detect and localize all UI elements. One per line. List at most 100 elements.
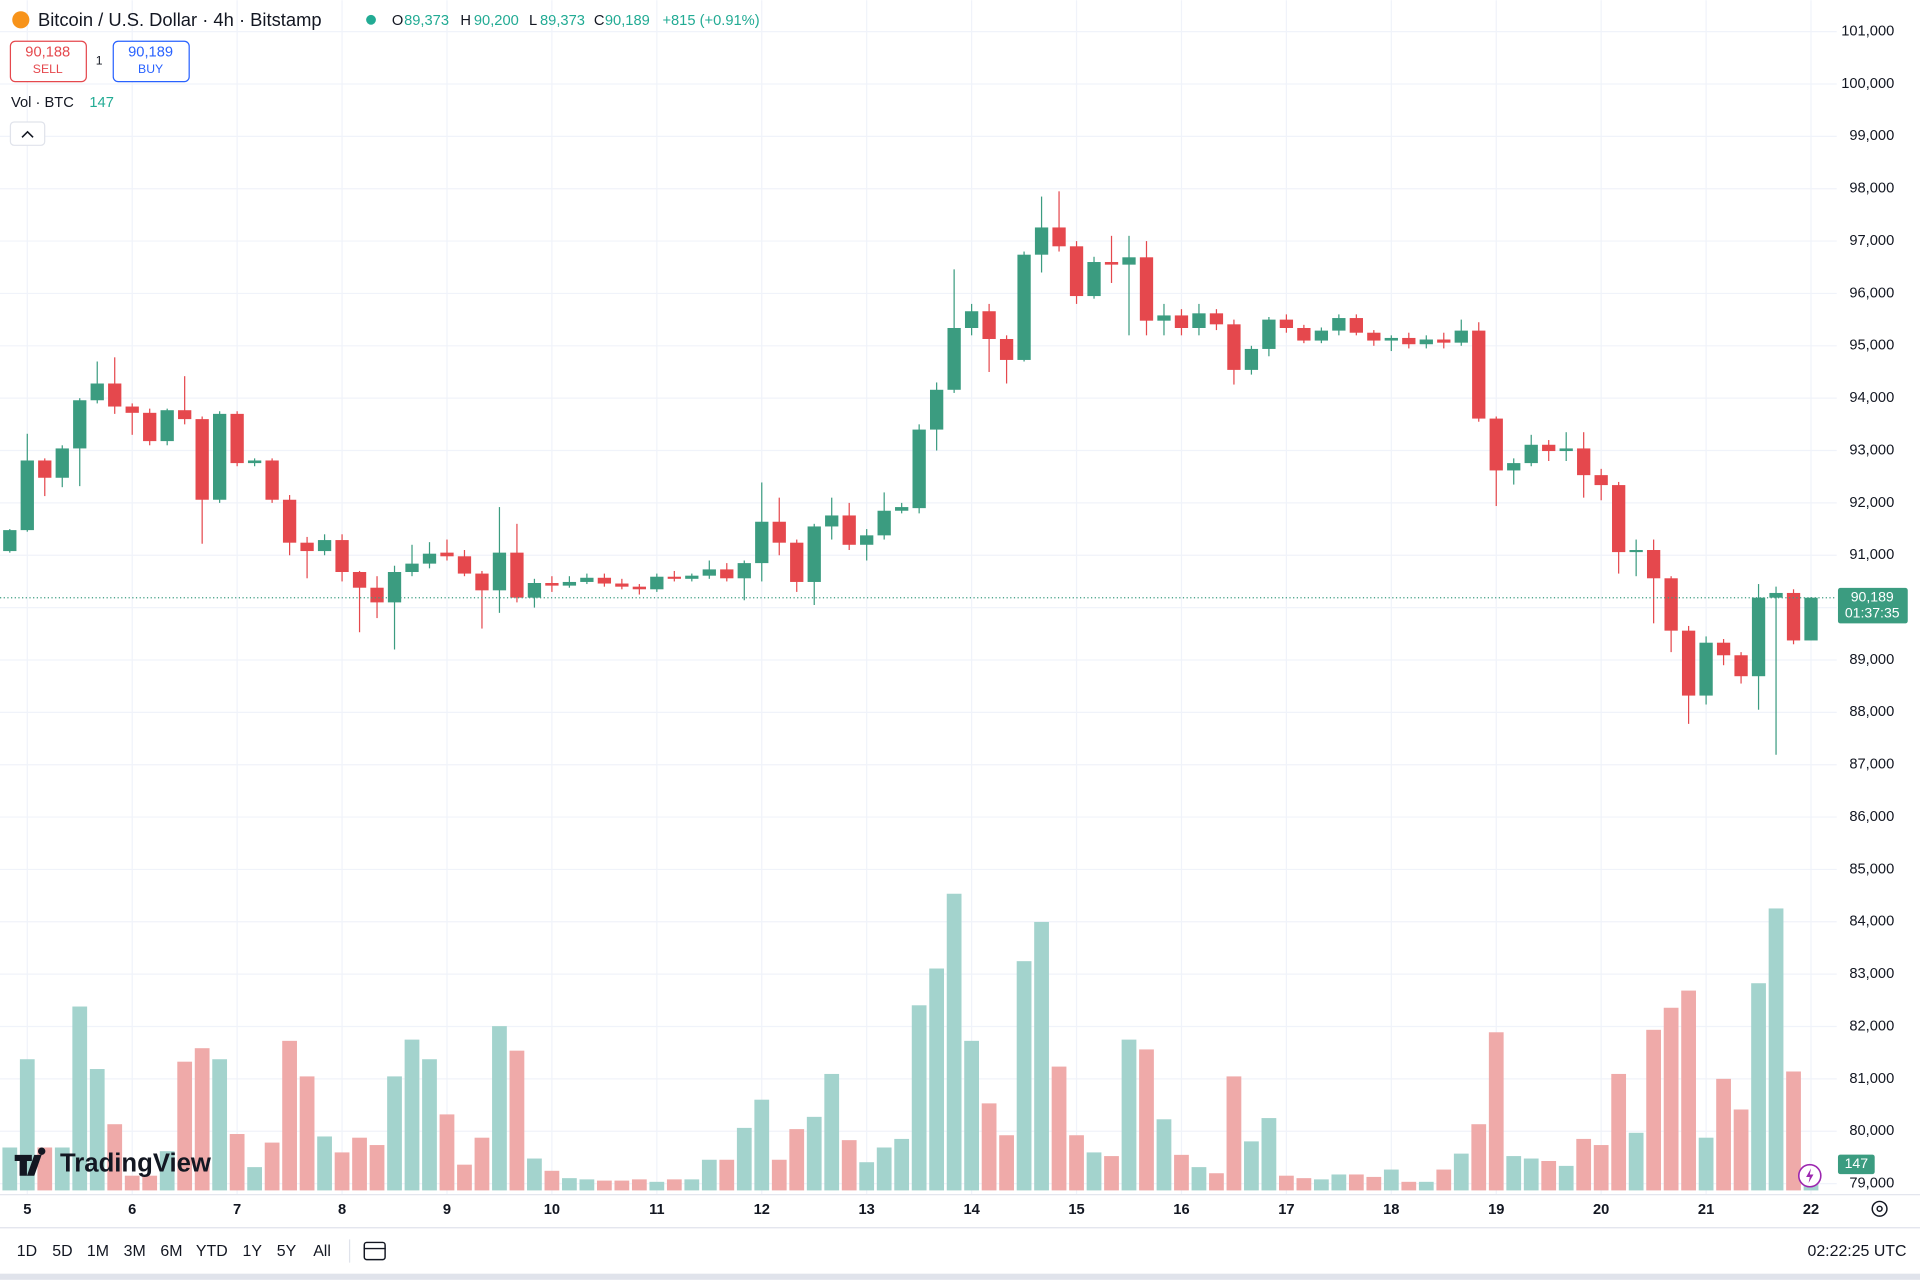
volume-bar	[981, 1103, 997, 1191]
assistant-icon[interactable]	[1797, 1163, 1822, 1188]
volume-bar	[1436, 1169, 1452, 1191]
range-button[interactable]: 6M	[160, 1243, 182, 1260]
range-button[interactable]: 1D	[17, 1243, 37, 1260]
y-tick-label: 84,000	[1849, 914, 1894, 930]
volume-pane	[2, 893, 1819, 1191]
candle-body	[1577, 448, 1591, 476]
candle-body	[422, 553, 437, 564]
y-tick-label: 79,000	[1849, 1175, 1894, 1191]
y-tick-label: 91,000	[1849, 547, 1894, 563]
volume-bar	[876, 1147, 892, 1191]
volume-bar	[1279, 1175, 1294, 1191]
candle-body	[265, 460, 279, 500]
candle-body	[1507, 463, 1521, 471]
candle-body	[1524, 444, 1538, 464]
candle-body	[1489, 418, 1503, 471]
candle-body	[1052, 227, 1066, 247]
volume-legend: Vol · BTC	[11, 95, 74, 111]
candle-body	[1786, 592, 1801, 641]
y-tick-label: 100,000	[1841, 76, 1894, 92]
volume-bar	[334, 1152, 350, 1191]
candle-body	[772, 521, 786, 543]
ohlc-value: 89,373	[404, 13, 449, 29]
volume-bar	[1383, 1169, 1399, 1191]
ohlc-label: L	[529, 13, 537, 29]
volume-bar	[1698, 1137, 1714, 1191]
x-tick-label: 7	[233, 1202, 241, 1218]
candle-body	[755, 521, 769, 564]
volume-bar	[1244, 1141, 1259, 1191]
candle-body	[1122, 257, 1136, 265]
x-tick-label: 20	[1593, 1202, 1609, 1218]
y-tick-label: 92,000	[1849, 495, 1894, 511]
collapse-button[interactable]	[9, 121, 46, 146]
x-tick-label: 12	[754, 1202, 770, 1218]
y-tick-label: 101,000	[1841, 23, 1894, 39]
volume-bar	[527, 1158, 542, 1191]
candle-body	[1472, 330, 1486, 419]
candle-body	[1332, 318, 1346, 331]
volume-bar	[37, 1147, 53, 1191]
x-tick-label: 11	[649, 1202, 665, 1218]
range-button[interactable]: All	[313, 1243, 331, 1260]
candle-body	[125, 406, 139, 413]
sell-button[interactable]: 90,188 SELL	[9, 40, 87, 83]
candle-body	[90, 383, 104, 401]
candle-body	[912, 429, 926, 509]
candle-body	[1629, 550, 1643, 553]
volume-bar	[1034, 921, 1049, 1191]
volume-bar	[999, 1135, 1014, 1191]
volume-bar	[369, 1145, 385, 1191]
candle-body	[1279, 319, 1294, 328]
range-button[interactable]: 1Y	[243, 1243, 263, 1260]
change: +815 (+0.91%)	[662, 13, 759, 29]
range-button[interactable]: 1M	[87, 1243, 109, 1260]
candle-body	[1437, 339, 1451, 343]
x-tick-label: 15	[1068, 1202, 1084, 1218]
x-tick-label: 10	[544, 1202, 560, 1218]
volume-bar	[54, 1147, 70, 1191]
candle-body	[1716, 642, 1731, 656]
volume-bar	[614, 1180, 630, 1191]
candle-body	[213, 413, 227, 500]
volume-bar	[89, 1069, 105, 1191]
range-button[interactable]: 5Y	[277, 1243, 297, 1260]
candle-body	[1174, 315, 1189, 328]
range-button[interactable]: 3M	[124, 1243, 146, 1260]
range-button[interactable]: YTD	[196, 1243, 228, 1260]
volume-bar	[649, 1181, 665, 1191]
volume-bar	[247, 1167, 263, 1191]
range-button[interactable]: 5D	[52, 1243, 72, 1260]
candle-body	[405, 563, 419, 573]
volume-bar	[544, 1170, 560, 1191]
price-tag-countdown: 01:37:35	[1845, 604, 1900, 620]
candle-body	[562, 581, 577, 586]
volume-bar	[1156, 1119, 1172, 1191]
candle-body	[895, 507, 909, 511]
candle-body	[1297, 327, 1311, 341]
candle-body	[842, 515, 856, 545]
sell-box	[9, 40, 87, 83]
volume-bar	[1558, 1165, 1574, 1191]
calendar-icon	[363, 1241, 386, 1261]
candle-body	[1804, 597, 1818, 641]
date-range-button[interactable]	[363, 1241, 386, 1261]
ohlc-value: 90,200	[474, 13, 519, 29]
volume-bar	[352, 1137, 367, 1191]
volume-bar	[1471, 1124, 1487, 1191]
ohlc-value: 90,189	[605, 13, 650, 29]
settings-button[interactable]	[1871, 1200, 1888, 1217]
candle-body	[1087, 262, 1101, 297]
volume-bar	[1261, 1118, 1277, 1191]
volume-bar	[492, 1026, 507, 1191]
volume-bar	[1296, 1178, 1312, 1191]
volume-bar	[1611, 1073, 1627, 1191]
candle-body	[300, 542, 314, 552]
x-tick-label: 22	[1803, 1202, 1819, 1218]
volume-bar	[1226, 1076, 1242, 1191]
candle-body	[195, 419, 209, 500]
watermark: TradingView	[14, 1147, 212, 1177]
buy-button[interactable]: 90,189 BUY	[112, 40, 190, 83]
volume-bar	[1681, 990, 1696, 1191]
ohlc-label: O	[392, 13, 403, 29]
